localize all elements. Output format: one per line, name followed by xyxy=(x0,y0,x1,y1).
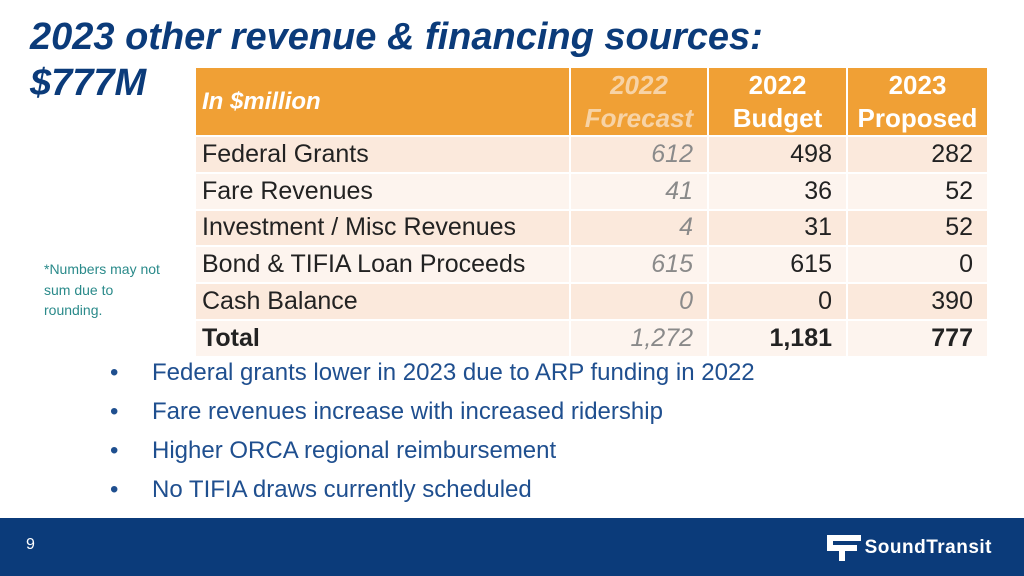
bullet-dot-icon: • xyxy=(110,437,119,464)
sound-transit-mark-icon xyxy=(826,535,861,561)
header-forecast-year: 2022 xyxy=(610,69,668,100)
row-budget: 615 xyxy=(708,245,848,284)
slide-title-line2: $777M xyxy=(30,62,147,104)
table-header-row: In $million 2022 Forecast 2022 Budget 20… xyxy=(196,68,989,136)
revenue-table: In $million 2022 Forecast 2022 Budget 20… xyxy=(196,68,989,356)
bullet-item: • No TIFIA draws currently scheduled xyxy=(110,470,755,509)
row-proposed: 282 xyxy=(847,135,989,173)
header-2022-forecast: 2022 Forecast xyxy=(570,68,709,136)
slide-title-line1: 2023 other revenue & financing sources: xyxy=(30,16,763,58)
header-proposed-year: 2023 xyxy=(888,69,947,100)
row-forecast: 0 xyxy=(570,282,709,320)
logo-text: SoundTransit xyxy=(864,537,992,558)
row-proposed: 0 xyxy=(847,245,989,284)
total-label: Total xyxy=(196,318,571,356)
bullet-text: No TIFIA draws currently scheduled xyxy=(152,476,532,503)
header-proposed-text: Proposed xyxy=(857,102,978,133)
header-label: In $million xyxy=(196,68,571,136)
table-row: Investment / Misc Revenues 4 31 52 xyxy=(196,208,989,247)
bullet-item: • Fare revenues increase with increased r… xyxy=(110,392,755,431)
row-budget: 36 xyxy=(708,171,848,210)
row-forecast: 4 xyxy=(570,208,709,247)
row-budget: 0 xyxy=(708,282,848,320)
header-2023-proposed: 2023 Proposed xyxy=(847,68,989,136)
header-forecast-text: Forecast xyxy=(584,102,694,133)
row-forecast: 612 xyxy=(570,135,709,173)
page-number: 9 xyxy=(26,536,35,553)
row-label: Cash Balance xyxy=(196,282,571,320)
table-total-row: Total 1,272 1,181 777 xyxy=(196,318,989,356)
bullet-item: • Federal grants lower in 2023 due to ARP… xyxy=(110,353,755,392)
row-forecast: 41 xyxy=(570,171,709,210)
table-row: Fare Revenues 41 36 52 xyxy=(196,171,989,210)
total-budget: 1,181 xyxy=(708,318,848,356)
rounding-note: *Numbers may not sum due to rounding. xyxy=(44,261,160,318)
slide-title: 2023 other revenue & financing sources: … xyxy=(30,14,763,106)
bullet-list: • Federal grants lower in 2023 due to ARP… xyxy=(110,353,755,509)
table-row: Cash Balance 0 0 390 xyxy=(196,282,989,320)
row-budget: 31 xyxy=(708,208,848,247)
header-budget-year: 2022 xyxy=(748,69,807,100)
row-proposed: 390 xyxy=(847,282,989,320)
row-proposed: 52 xyxy=(847,208,989,247)
row-label: Fare Revenues xyxy=(196,171,571,210)
total-forecast: 1,272 xyxy=(570,318,709,356)
row-forecast: 615 xyxy=(570,245,709,284)
sound-transit-logo: SoundTransit xyxy=(826,534,992,562)
bullet-text: Federal grants lower in 2023 due to ARP … xyxy=(152,359,755,386)
header-2022-budget: 2022 Budget xyxy=(708,68,848,136)
total-proposed: 777 xyxy=(847,318,989,356)
table-row: Bond & TIFIA Loan Proceeds 615 615 0 xyxy=(196,245,989,284)
bullet-item: • Higher ORCA regional reimbursement xyxy=(110,431,755,470)
bullet-dot-icon: • xyxy=(110,359,119,386)
row-label: Investment / Misc Revenues xyxy=(196,208,571,247)
bullet-text: Fare revenues increase with increased ri… xyxy=(152,398,663,425)
row-label: Bond & TIFIA Loan Proceeds xyxy=(196,245,571,284)
header-budget-text: Budget xyxy=(732,102,823,133)
row-label: Federal Grants xyxy=(196,135,571,173)
bullet-text: Higher ORCA regional reimbursement xyxy=(152,437,557,464)
row-budget: 498 xyxy=(708,135,848,173)
bullet-dot-icon: • xyxy=(110,476,119,503)
bullet-dot-icon: • xyxy=(110,398,119,425)
table-row: Federal Grants 612 498 282 xyxy=(196,135,989,173)
footer-bar: 9 SoundTransit xyxy=(0,518,1024,576)
row-proposed: 52 xyxy=(847,171,989,210)
